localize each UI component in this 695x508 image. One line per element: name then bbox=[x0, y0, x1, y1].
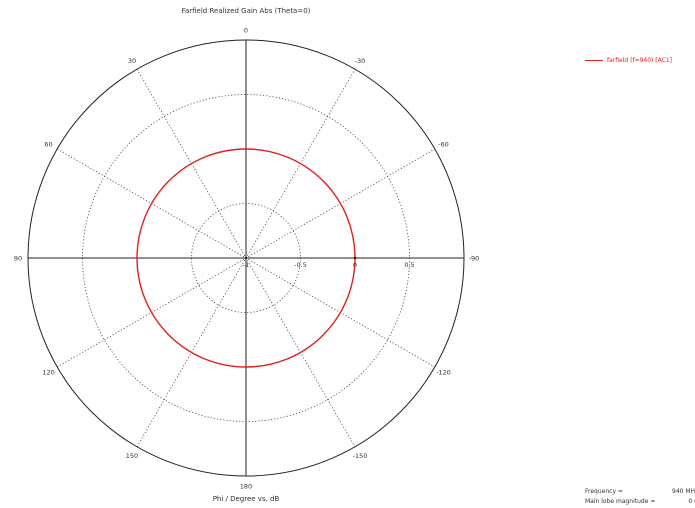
angle-label: 90 bbox=[14, 255, 22, 263]
x-axis-label: Phi / Degree vs. dB bbox=[212, 495, 280, 503]
angle-label: 120 bbox=[42, 369, 54, 377]
main-lobe-marker bbox=[353, 256, 357, 260]
angle-label: 60 bbox=[44, 141, 52, 149]
legend: farfield (f=940) [AC1] bbox=[585, 57, 672, 64]
radial-tick-label: -1 bbox=[243, 261, 249, 269]
angle-label: -120 bbox=[436, 369, 451, 377]
angle-label: 30 bbox=[128, 57, 136, 65]
data-series bbox=[136, 148, 357, 368]
main-lobe-value: 0 dB bbox=[688, 498, 695, 505]
frequency-label: Frequency = bbox=[585, 488, 623, 495]
angle-label: -60 bbox=[438, 141, 449, 149]
legend-label: farfield (f=940) [AC1] bbox=[607, 57, 672, 64]
center-point bbox=[244, 256, 248, 260]
angle-label: 150 bbox=[126, 452, 138, 460]
main-lobe-label: Main lobe magnitude = bbox=[585, 498, 656, 505]
angle-label: -30 bbox=[355, 57, 366, 65]
angle-labels: 0 30 60 90 120 150 180 -150 -120 -90 -60 -30 bbox=[14, 27, 479, 491]
legend-swatch bbox=[585, 60, 603, 61]
chart-title: Farfield Realized Gain Abs (Theta=0) bbox=[181, 7, 311, 15]
frequency-value: 940 MHz bbox=[672, 488, 695, 495]
angle-label: -150 bbox=[353, 452, 368, 460]
radial-tick-label: 0.5 bbox=[404, 261, 414, 269]
radial-tick-labels: -1 -0.5 0 0.5 bbox=[243, 261, 415, 269]
angle-label: 180 bbox=[240, 483, 252, 491]
frequency-row: Frequency = 940 MHz bbox=[585, 487, 695, 497]
info-panel: Frequency = 940 MHz Main lobe magnitude … bbox=[585, 487, 695, 507]
angle-label: 0 bbox=[244, 27, 248, 35]
main-lobe-row: Main lobe magnitude = 0 dB bbox=[585, 497, 695, 507]
angle-label: -90 bbox=[469, 255, 480, 263]
polar-grid bbox=[27, 39, 465, 477]
radial-tick-label: -0.5 bbox=[294, 261, 307, 269]
